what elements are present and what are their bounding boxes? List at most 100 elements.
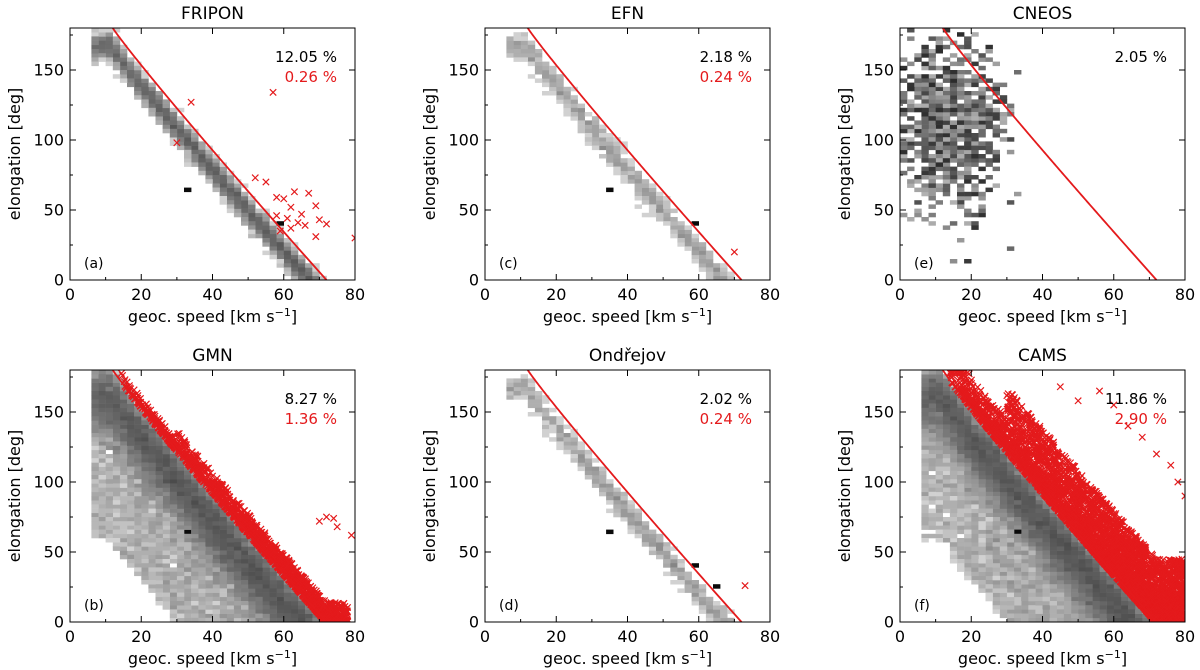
density-cell: [957, 538, 965, 543]
density-cell: [634, 521, 642, 526]
density-cell: [105, 458, 113, 463]
density-cell: [985, 441, 993, 446]
density-cell: [942, 420, 951, 425]
density-cell: [1014, 588, 1022, 593]
density-cell: [219, 584, 227, 589]
density-cell: [978, 559, 986, 564]
density-cell: [1035, 584, 1043, 589]
density-cell: [907, 137, 915, 142]
density-cell: [663, 563, 671, 568]
density-cell: [141, 567, 149, 572]
density-cell: [957, 491, 965, 497]
density-cell: [1099, 584, 1107, 589]
density-cell: [1035, 521, 1043, 526]
density-cell: [921, 424, 929, 430]
density-cell: [985, 500, 993, 505]
density-cell: [105, 529, 113, 535]
plot-area: [921, 370, 1185, 622]
density-cell: [971, 508, 979, 514]
y-tick-label: 0: [469, 271, 479, 290]
density-cell: [1006, 487, 1015, 493]
density-cell: [176, 137, 185, 142]
density-cell: [1049, 596, 1057, 602]
density-cell: [942, 154, 951, 159]
density-cell: [127, 521, 135, 526]
y-axis-label: elongation [deg]: [835, 88, 854, 221]
density-cell: [964, 445, 972, 451]
density-cell: [964, 428, 972, 434]
outliers: [173, 88, 355, 242]
density-cell: [169, 525, 178, 530]
density-cell: [91, 433, 99, 438]
density-cell: [141, 462, 149, 467]
y-tick-label: 150: [33, 61, 64, 80]
density-cell: [1078, 601, 1086, 606]
density-cell: [928, 466, 936, 472]
density-cell: [570, 116, 578, 121]
density-cell: [119, 550, 128, 556]
density-cell: [921, 95, 929, 100]
density-cell: [205, 508, 213, 514]
density-cell: [198, 479, 206, 484]
density-cell: [205, 512, 213, 518]
density-cell: [978, 128, 986, 134]
density-cell: [91, 466, 99, 472]
density-cell: [978, 563, 986, 568]
density-cell: [999, 546, 1008, 551]
density-cell: [921, 166, 929, 172]
density-cell: [105, 441, 113, 446]
density-cell: [1071, 601, 1079, 606]
density-cell: [705, 613, 714, 619]
density-cell: [942, 496, 951, 501]
density-cell: [262, 559, 270, 564]
density-cell: [1014, 605, 1022, 610]
percent-outside: 1.36 %: [285, 410, 337, 428]
density-cell: [949, 407, 958, 413]
x-tick-label: 80: [1175, 285, 1195, 304]
density-cell: [112, 399, 121, 404]
density-cell: [577, 454, 585, 459]
density-cell: [1106, 613, 1114, 619]
density-cell: [105, 28, 113, 33]
density-cell: [999, 466, 1008, 472]
density-cell: [978, 475, 986, 480]
density-cell: [634, 170, 642, 176]
density-cell: [248, 601, 256, 606]
density-cell: [205, 575, 213, 581]
density-cell: [1006, 103, 1015, 109]
density-cell: [212, 563, 220, 568]
density-cell: [928, 91, 936, 96]
density-cell: [900, 57, 908, 62]
density-cell: [191, 500, 199, 505]
density-cell: [928, 191, 936, 197]
density-cell: [957, 120, 965, 125]
density-cell: [563, 441, 571, 446]
density-cell: [656, 208, 664, 214]
density-cell: [1028, 575, 1036, 581]
density-cell: [1006, 512, 1015, 518]
density-cell: [219, 580, 227, 585]
density-cell: [184, 124, 192, 130]
density-cell: [1028, 533, 1036, 539]
density-cell: [1063, 571, 1072, 577]
density-cell: [219, 187, 227, 193]
density-cell: [978, 154, 986, 159]
density-cell: [513, 40, 521, 46]
density-cell: [928, 170, 936, 176]
density-cell: [942, 70, 951, 75]
density-cell: [942, 538, 951, 543]
density-cell: [1006, 567, 1015, 572]
density-cell: [921, 170, 929, 176]
density-cell: [134, 550, 142, 556]
density-cell: [1006, 491, 1015, 497]
density-cell: [127, 74, 135, 79]
density-cell: [900, 141, 908, 146]
x-tick-label: 40: [1032, 285, 1052, 304]
density-cell: [241, 559, 249, 564]
density-cell: [105, 378, 113, 383]
density-cell: [141, 542, 149, 547]
density-cell: [935, 166, 943, 172]
density-cell: [599, 137, 607, 142]
density-cell: [290, 592, 299, 598]
density-cell: [964, 99, 972, 104]
